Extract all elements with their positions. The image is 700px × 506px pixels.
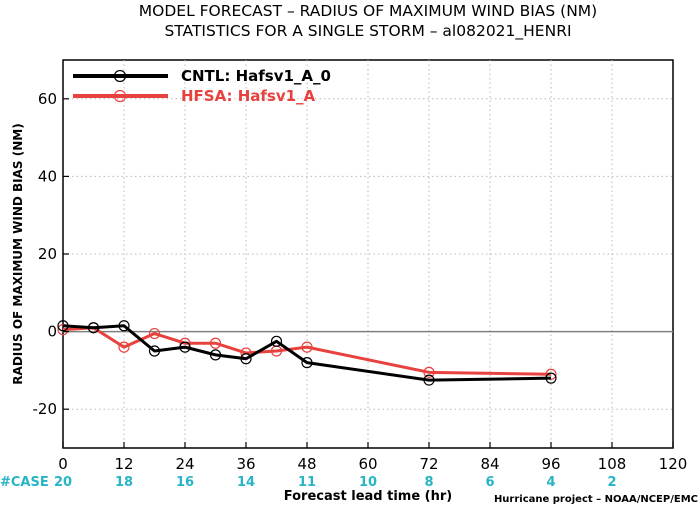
series-line-cntl (62, 324, 552, 382)
data-point-cntl (118, 320, 130, 332)
data-point-hfsa (118, 341, 130, 353)
x-tick-label: 96 (541, 455, 560, 473)
case-count: 6 (485, 475, 494, 490)
chart-title: MODEL FORECAST – RADIUS OF MAXIMUM WIND … (139, 2, 597, 20)
data-point-cntl (179, 341, 191, 353)
case-count: 8 (424, 475, 433, 490)
case-count: 2 (607, 475, 616, 490)
legend-label-hfsa: HFSA: Hafsv1_A (181, 87, 316, 105)
case-count: 11 (298, 475, 316, 490)
case-counts: 20 18 16 14 11 10 8 6 4 2 (54, 475, 617, 490)
case-count: 14 (237, 475, 255, 490)
data-point-cntl (209, 349, 222, 361)
x-axis-label: Forecast lead time (hr) (284, 489, 452, 504)
x-tick-label: 0 (58, 455, 68, 473)
case-count: 16 (176, 475, 194, 490)
ticks: 0 12 24 36 48 60 72 84 96 108 120 -20 0 20 40 60 (33, 90, 688, 473)
data-point-hfsa (209, 337, 222, 349)
data-point-cntl (423, 374, 435, 386)
case-count: 20 (54, 475, 72, 490)
x-tick-label: 24 (175, 455, 194, 473)
x-tick-label: 120 (659, 455, 688, 473)
x-tick-label: 60 (358, 455, 377, 473)
legend-marker-hfsa (113, 89, 127, 103)
data-point-hfsa (57, 324, 69, 336)
data-point-hfsa (148, 327, 161, 340)
grid (63, 60, 673, 448)
case-count: 18 (115, 475, 133, 490)
chart-subtitle: STATISTICS FOR A SINGLE STORM – al082021… (164, 22, 571, 41)
y-tick-label: 20 (38, 245, 57, 263)
data-point-cntl (270, 335, 283, 347)
data-point-cntl (240, 353, 252, 365)
data-point-cntl (57, 320, 69, 332)
y-tick-label: -20 (33, 400, 58, 418)
credit-text: Hurricane project – NOAA/NCEP/EMC (494, 494, 698, 505)
data-point-hfsa (301, 341, 313, 353)
series-line-hfsa (62, 326, 552, 376)
case-count: 4 (546, 475, 555, 490)
x-tick-label: 72 (419, 455, 438, 473)
x-tick-label: 48 (297, 455, 316, 473)
legend: CNTL: Hafsv1_A_0 HFSA: Hafsv1_A (73, 67, 331, 105)
case-label: #CASE (0, 475, 49, 490)
y-tick-label: 40 (38, 167, 57, 185)
y-tick-label: 0 (47, 323, 57, 341)
data-point-cntl (301, 357, 313, 369)
data-point-hfsa (423, 366, 435, 378)
case-count: 10 (359, 475, 377, 490)
y-tick-label: 60 (38, 90, 57, 108)
y-axis-label: RADIUS OF MAXIMUM WIND BIAS (NM) (11, 123, 25, 384)
legend-label-cntl: CNTL: Hafsv1_A_0 (181, 67, 331, 85)
x-tick-label: 36 (236, 455, 255, 473)
x-tick-label: 12 (114, 455, 133, 473)
data-point-cntl (148, 345, 161, 357)
x-tick-label: 84 (480, 455, 499, 473)
legend-marker-cntl (113, 69, 127, 83)
series-layer (57, 320, 557, 386)
data-point-cntl (87, 322, 100, 334)
data-point-cntl (545, 372, 557, 384)
x-tick-label: 108 (598, 455, 627, 473)
